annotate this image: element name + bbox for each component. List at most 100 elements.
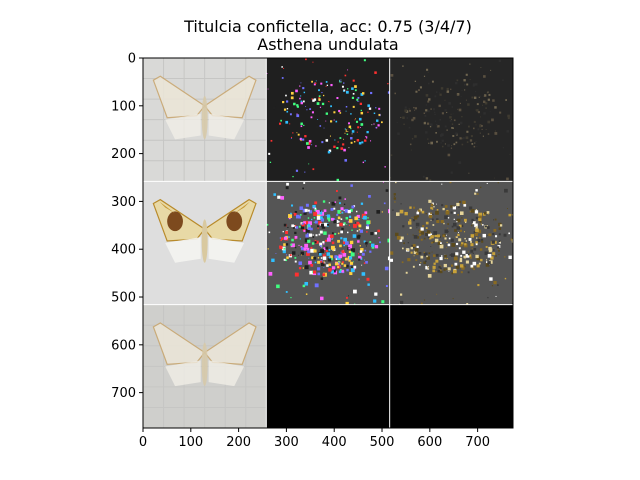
saliency-pixel (339, 268, 342, 271)
saliency-pixel (299, 238, 301, 240)
y-axis: 0 100 200 300 400 500 600 700 (111, 52, 143, 401)
saliency-pixel (467, 251, 469, 253)
saliency-pixel (487, 235, 489, 236)
saliency-pixel (414, 135, 417, 138)
saliency-pixel (487, 254, 492, 258)
saliency-pixel (318, 220, 322, 225)
saliency-pixel (344, 198, 347, 200)
saliency-pixel (322, 94, 325, 97)
saliency-pixel (408, 108, 410, 110)
saliency-pixel (293, 102, 296, 106)
saliency-pixel (340, 230, 344, 234)
saliency-pixel (506, 130, 510, 133)
saliency-pixel (286, 256, 289, 259)
saliency-pixel (485, 129, 487, 131)
saliency-pixel (289, 113, 292, 116)
saliency-pixel (317, 267, 321, 271)
saliency-pixel (302, 284, 306, 288)
saliency-pixel (303, 124, 305, 127)
saliency-pixel (340, 237, 343, 240)
saliency-pixel (505, 99, 508, 101)
saliency-pixel (489, 110, 491, 112)
saliency-pixel (344, 74, 347, 77)
saliency-pixel (441, 139, 444, 142)
saliency-pixel (358, 234, 361, 238)
saliency-pixel (291, 251, 296, 255)
saliency-pixel (427, 236, 430, 239)
saliency-pixel (303, 182, 306, 184)
saliency-pixel (343, 148, 346, 152)
saliency-pixel (423, 251, 425, 254)
saliency-pixel (449, 254, 452, 256)
saliency-pixel (481, 240, 484, 243)
saliency-pixel (348, 244, 353, 249)
saliency-pixel (307, 232, 309, 235)
saliency-pixel (323, 267, 325, 268)
saliency-pixel (407, 233, 409, 235)
saliency-pixel (452, 298, 454, 300)
saliency-pixel (338, 270, 342, 274)
saliency-pixel (499, 242, 501, 244)
saliency-pixel (438, 265, 441, 269)
saliency-pixel (320, 257, 323, 259)
saliency-pixel (307, 223, 311, 227)
saliency-pixel (341, 261, 344, 264)
saliency-pixel (288, 214, 293, 219)
saliency-pixel (470, 241, 472, 243)
saliency-pixel (305, 106, 307, 107)
saliency-pixel (298, 261, 303, 265)
saliency-pixel (353, 223, 357, 228)
saliency-pixel (473, 120, 476, 123)
saliency-pixel (413, 255, 415, 257)
saliency-pixel (445, 210, 450, 215)
saliency-pixel (319, 210, 322, 212)
saliency-pixel (307, 217, 310, 219)
saliency-pixel (308, 260, 312, 265)
saliency-pixel (413, 215, 418, 220)
saliency-pixel (330, 105, 332, 108)
saliency-pixel (279, 245, 282, 248)
saliency-pixel (338, 260, 340, 262)
saliency-pixel (462, 250, 466, 254)
saliency-pixel (442, 145, 444, 148)
saliency-pixel (493, 219, 495, 221)
moth-forewing (152, 322, 206, 365)
saliency-pixel (488, 234, 490, 236)
saliency-pixel (460, 224, 464, 228)
saliency-pixel (323, 247, 327, 251)
saliency-pixel (348, 125, 352, 129)
saliency-pixel (423, 122, 426, 125)
saliency-pixel (323, 222, 328, 227)
saliency-pixel (487, 213, 489, 215)
saliency-pixel (447, 267, 451, 271)
saliency-pixel (458, 224, 462, 228)
saliency-pixel (334, 255, 338, 259)
saliency-pixel (316, 102, 320, 105)
x-tick-label: 600 (417, 435, 442, 450)
saliency-pixel (461, 266, 465, 270)
saliency-pixel (321, 91, 323, 94)
saliency-pixel (345, 106, 348, 108)
chart-title-line-2: Asthena undulata (257, 35, 398, 54)
saliency-pixel (344, 257, 348, 261)
saliency-pixel (460, 95, 462, 97)
saliency-pixel (476, 109, 479, 112)
saliency-pixel (427, 267, 429, 269)
saliency-pixel (364, 249, 367, 252)
saliency-pixel (363, 59, 366, 62)
saliency-pixel (340, 147, 344, 150)
saliency-pixel (283, 223, 287, 227)
saliency-pixel (350, 137, 353, 140)
saliency-pixel (286, 110, 289, 113)
saliency-pixel (428, 212, 433, 217)
saliency-pixel (395, 212, 400, 216)
moth-wing-spot (167, 211, 183, 232)
saliency-pixel (321, 225, 326, 229)
saliency-pixel (440, 242, 442, 245)
moth-hindwing (208, 113, 245, 140)
saliency-pixel (322, 200, 326, 203)
saliency-pixel (507, 208, 508, 209)
saliency-pixel (338, 109, 341, 113)
saliency-pixel (460, 254, 463, 257)
saliency-pixel (426, 255, 428, 258)
